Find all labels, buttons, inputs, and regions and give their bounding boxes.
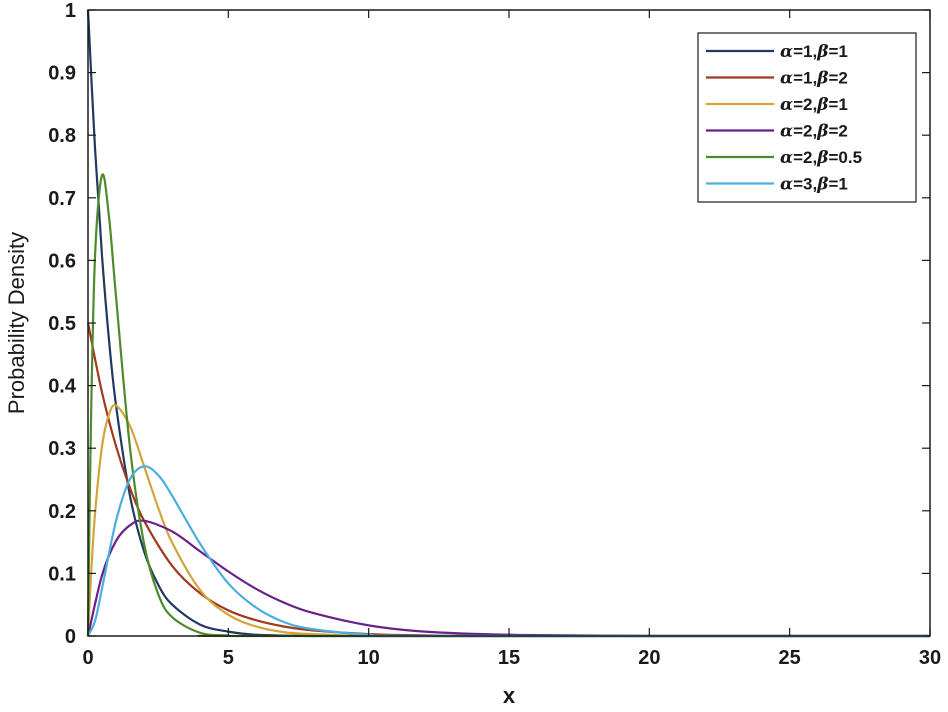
- y-tick-label: 0.5: [48, 313, 76, 335]
- x-tick-label: 0: [82, 647, 93, 669]
- legend-box: [697, 32, 917, 203]
- y-tick-label: 0.1: [48, 563, 76, 585]
- y-tick-label: 0.6: [48, 250, 76, 272]
- x-axis-title: x: [503, 683, 516, 708]
- x-tick-label: 15: [498, 647, 520, 669]
- x-tick-label: 10: [358, 647, 380, 669]
- legend-label-0: α=1,β=1: [780, 42, 848, 62]
- x-axis-ticks: 0 5 10 15 20 25 30: [82, 10, 941, 669]
- y-tick-label: 0.2: [48, 501, 76, 523]
- legend: α=1,β=1 α=1,β=2 α=2,β=1 α=2,β=2 α=2,β=0.5 α=3…: [697, 32, 917, 203]
- legend-label-1: α=1,β=2: [780, 69, 848, 89]
- y-tick-label: 0.7: [48, 188, 76, 210]
- x-tick-label: 30: [919, 647, 941, 669]
- x-tick-label: 25: [779, 647, 801, 669]
- x-tick-label: 5: [223, 647, 234, 669]
- legend-label-2: α=2,β=1: [780, 95, 848, 115]
- y-tick-label: 0: [65, 626, 76, 648]
- legend-label-3: α=2,β=2: [780, 122, 848, 142]
- legend-label-4: α=2,β=0.5: [780, 148, 862, 168]
- y-tick-label: 0.4: [48, 376, 77, 398]
- y-tick-label: 0.3: [48, 438, 76, 460]
- y-tick-label: 1: [65, 0, 76, 22]
- y-axis-ticks: 0 0.1 0.2 0.3 0.4 0.5 0.6 0.7 0.8 0.9 1: [48, 0, 930, 648]
- x-tick-label: 20: [638, 647, 660, 669]
- y-tick-label: 0.9: [48, 63, 76, 85]
- y-axis-title: Probability Density: [4, 232, 29, 414]
- y-tick-label: 0.8: [48, 125, 76, 147]
- legend-label-5: α=3,β=1: [780, 175, 848, 195]
